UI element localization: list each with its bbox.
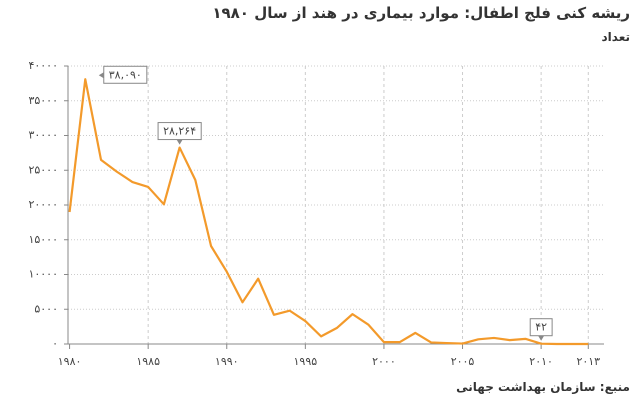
x-tick-label: ۱۹۸۰ — [58, 355, 82, 368]
x-tick-label: ۲۰۱۰ — [529, 355, 553, 368]
x-tick-label: ۲۰۰۵ — [451, 355, 475, 368]
annotation: ۴۲ — [535, 321, 547, 334]
annotation: ۲۸,۲۶۴ — [163, 125, 196, 138]
x-tick-label: ۲۰۰۰ — [372, 355, 396, 368]
x-tick-label: ۲۰۱۳ — [576, 355, 600, 368]
x-tick-label: ۱۹۹۰ — [215, 355, 239, 368]
y-tick-label: ۴۰۰۰۰ — [28, 59, 58, 72]
y-tick-label: ۳۵۰۰۰ — [28, 94, 58, 107]
source-note: منبع: سازمان بهداشت جهانی — [456, 380, 630, 394]
y-tick-label: ۵۰۰۰ — [34, 302, 58, 315]
annotation-pointer — [538, 335, 545, 341]
data-line — [68, 78, 589, 346]
y-tick-label: ۱۰۰۰۰ — [28, 268, 58, 281]
annotation: ۳۸,۰۹۰ — [109, 68, 142, 81]
chart-subtitle: تعداد — [601, 30, 630, 44]
y-tick-label: ۳۰۰۰۰ — [28, 129, 58, 142]
y-tick-label: ۱۵۰۰۰ — [28, 233, 58, 246]
y-tick-label: ۲۵۰۰۰ — [28, 163, 58, 176]
chart: ۰ ۵۰۰۰ ۱۰۰۰۰ ۱۵۰۰۰ ۲۰۰۰۰ ۲۵۰۰۰ ۳۰۰۰۰ ۳۵۰۰۰ ۴۰۰۰۰… — [28, 59, 604, 368]
annotation-pointer — [98, 72, 104, 79]
y-tick-label: ۰ — [52, 337, 58, 350]
y-tick-label: ۲۰۰۰۰ — [28, 198, 58, 211]
chart-title: ریشه کنی فلج اطفال: موارد بیماری در هند … — [212, 4, 630, 22]
x-tick-label: ۱۹۹۵ — [294, 355, 318, 368]
x-tick-label: ۱۹۸۵ — [136, 355, 160, 368]
annotation-pointer — [176, 139, 183, 145]
